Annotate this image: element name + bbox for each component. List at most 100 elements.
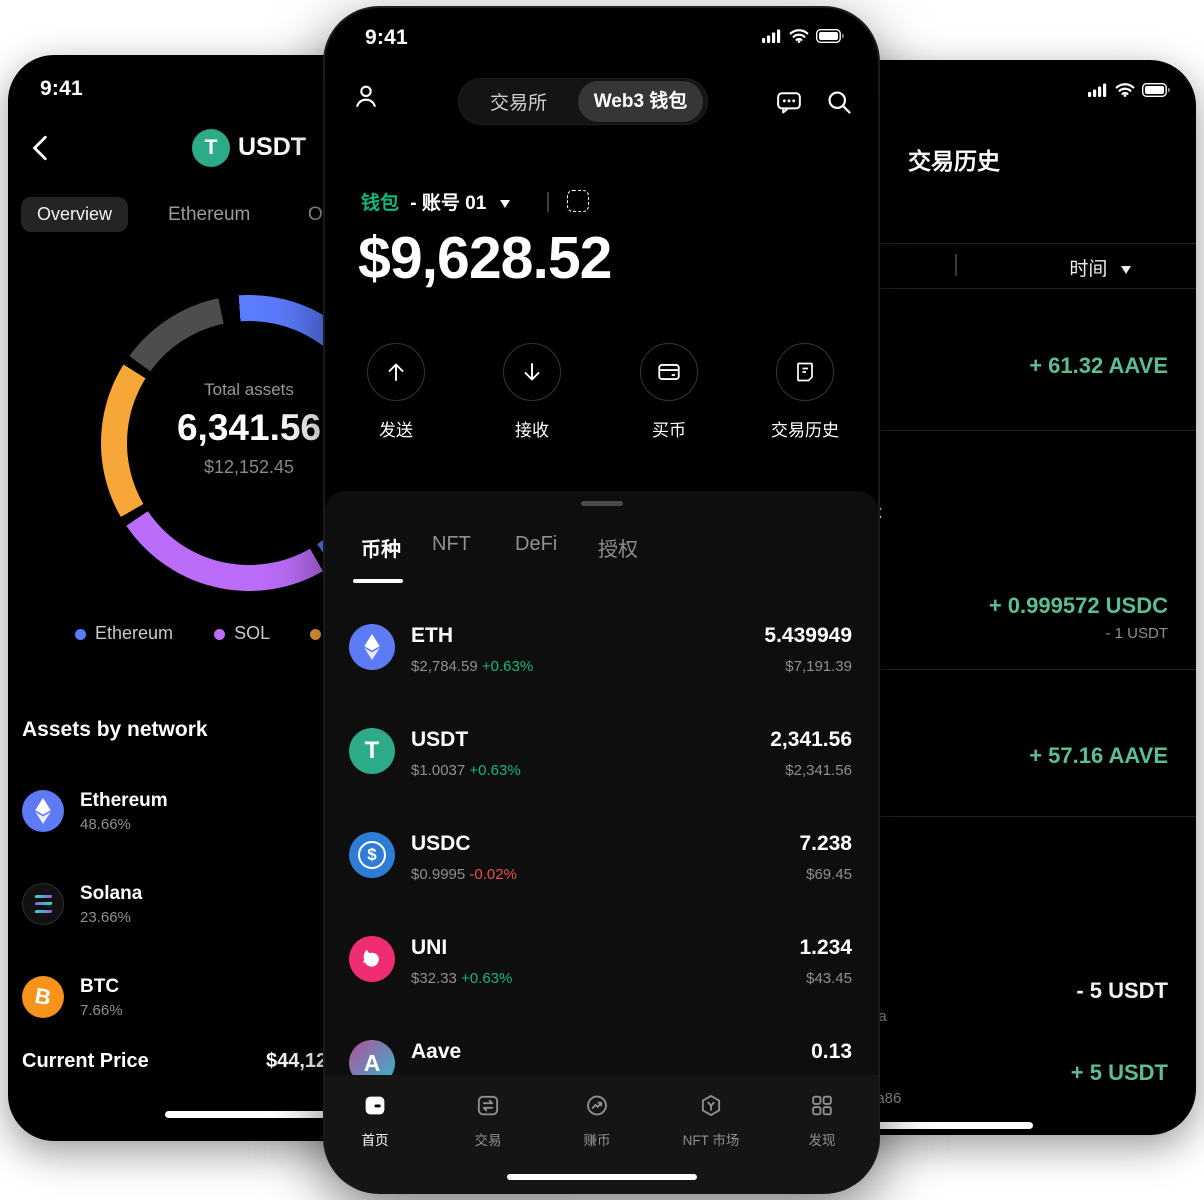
time-filter-caret: [1120, 265, 1131, 274]
tx-amount[interactable]: + 0.999572 USDC: [988, 593, 1168, 618]
divider: [850, 288, 1196, 289]
signal-icon: [762, 29, 781, 43]
action-send[interactable]: 发送: [367, 343, 425, 441]
status-time: 9:41: [365, 26, 408, 49]
wallet-switch-icon[interactable]: [567, 190, 589, 212]
network-row-btc[interactable]: B BTC 7.66%: [22, 976, 342, 1019]
ethereum-icon: [22, 790, 64, 832]
usdt-icon: T: [192, 129, 230, 167]
home-icon: [365, 1096, 385, 1115]
uni-icon: [349, 936, 395, 982]
tab-nft[interactable]: NFT: [432, 533, 471, 555]
sheet-drag-handle[interactable]: [580, 501, 623, 506]
solana-icon: [22, 883, 64, 925]
home-indicator[interactable]: [165, 1111, 377, 1118]
nft-icon: [701, 1094, 721, 1117]
tab-other[interactable]: O: [308, 204, 323, 225]
btc-icon: B: [22, 976, 64, 1018]
tab-exchange[interactable]: 交易所: [489, 93, 547, 114]
usdt-icon: T: [349, 728, 395, 774]
tx-amount[interactable]: - 5 USDT: [1076, 978, 1168, 1003]
donut-center-label: Total assets: [204, 380, 294, 399]
home-indicator[interactable]: [863, 1122, 1033, 1129]
status-icons: [1088, 82, 1170, 97]
legend-item-sol: SOL: [214, 623, 269, 643]
current-price-value: $44,12: [266, 1050, 328, 1072]
tx-sub-amount: - 1 USDT: [1105, 625, 1168, 642]
action-receive[interactable]: 接收: [503, 343, 561, 441]
filter-divider: [955, 254, 957, 276]
divider: [850, 243, 1196, 244]
wifi-icon: [1115, 83, 1135, 97]
receive-icon: [503, 343, 561, 401]
token-row-uni[interactable]: UNI $32.33 +0.63% 1.234 $43.45: [325, 920, 878, 1024]
wallet-caret-icon: [499, 199, 510, 208]
tx-amount[interactable]: + 61.32 AAVE: [1029, 353, 1168, 378]
page-title: 交易历史: [908, 148, 1000, 174]
usdc-icon: $: [349, 832, 395, 878]
action-history[interactable]: 交易历史: [771, 343, 839, 441]
token-row-usdc[interactable]: $ USDC $0.9995 -0.02% 7.238 $69.45: [325, 816, 878, 920]
network-row-solana[interactable]: Solana 23.66%: [22, 883, 342, 926]
eth-icon: [349, 624, 395, 670]
total-balance: $9,628.52: [358, 225, 612, 291]
coin-title: USDT: [238, 133, 307, 161]
history-doc-icon: [776, 343, 834, 401]
status-time: 9:41: [40, 77, 83, 100]
tab-coins[interactable]: 币种: [361, 539, 401, 561]
center-phone: 9:41 交易所 Web3 钱包 钱包 - 账号 01: [325, 8, 878, 1192]
tab-defi[interactable]: DeFi: [515, 533, 558, 555]
bottom-nav: 首页 交易 赚币 NFT 市场 发现: [325, 1075, 878, 1192]
profile-icon[interactable]: [352, 82, 380, 110]
legend-dot-btc: [310, 629, 322, 640]
legend-item-ethereum: Ethereum: [75, 623, 173, 643]
tx-amount[interactable]: + 57.16 AAVE: [1029, 743, 1168, 768]
tab-web3-wallet[interactable]: Web3 钱包: [578, 81, 703, 122]
legend-dot-sol: [214, 629, 226, 640]
card-icon: [640, 343, 698, 401]
donut-center-fiat: $12,152.45: [203, 457, 295, 477]
divider: [850, 669, 1196, 670]
status-icons: [762, 28, 844, 43]
divider: [850, 816, 1196, 817]
wallet-selector[interactable]: 钱包 - 账号 01: [361, 188, 510, 215]
chat-icon[interactable]: [775, 88, 803, 116]
discover-grid-icon: [812, 1095, 832, 1116]
send-icon: [367, 343, 425, 401]
active-tab-underline: [353, 579, 403, 583]
nav-trade[interactable]: 交易: [443, 1093, 533, 1149]
tab-overview[interactable]: Overview: [21, 197, 129, 232]
time-filter[interactable]: 时间: [1040, 254, 1160, 281]
tab-ethereum[interactable]: Ethereum: [168, 204, 251, 225]
nav-earn[interactable]: 赚币: [552, 1093, 642, 1149]
action-buy[interactable]: 买币: [640, 343, 698, 441]
segmented-control: 交易所 Web3 钱包: [458, 78, 708, 125]
trade-icon: [477, 1095, 499, 1116]
back-icon[interactable]: [28, 133, 54, 163]
divider: [547, 192, 549, 212]
home-indicator[interactable]: [507, 1174, 697, 1180]
section-title-assets-by-network: Assets by network: [22, 718, 208, 741]
search-icon[interactable]: [825, 88, 853, 116]
legend-dot-ethereum: [75, 629, 86, 640]
earn-icon: [587, 1095, 607, 1116]
nav-discover[interactable]: 发现: [777, 1093, 867, 1149]
wifi-icon: [789, 29, 809, 43]
donut-legend: Ethereum SOL BTC: [75, 623, 366, 644]
token-row-usdt[interactable]: T USDT $1.0037 +0.63% 2,341.56 $2,341.56: [325, 712, 878, 816]
wallet-label: 钱包: [361, 193, 400, 214]
tab-approvals[interactable]: 授权: [598, 539, 638, 561]
nav-home[interactable]: 首页: [330, 1093, 420, 1149]
token-row-eth[interactable]: ETH $2,784.59 +0.63% 5.439949 $7,191.39: [325, 608, 878, 712]
donut-center-value: 6,341.56: [176, 407, 322, 448]
network-row-ethereum[interactable]: Ethereum 48.66%: [22, 790, 342, 833]
current-price-label: Current Price: [22, 1050, 149, 1072]
battery-icon: [1142, 82, 1170, 97]
tx-amount[interactable]: + 5 USDT: [1070, 1060, 1168, 1085]
account-label: - 账号 01: [410, 193, 487, 214]
divider: [850, 430, 1196, 431]
signal-icon: [1088, 83, 1107, 97]
battery-icon: [816, 28, 844, 43]
nav-nft-market[interactable]: NFT 市场: [666, 1093, 756, 1149]
